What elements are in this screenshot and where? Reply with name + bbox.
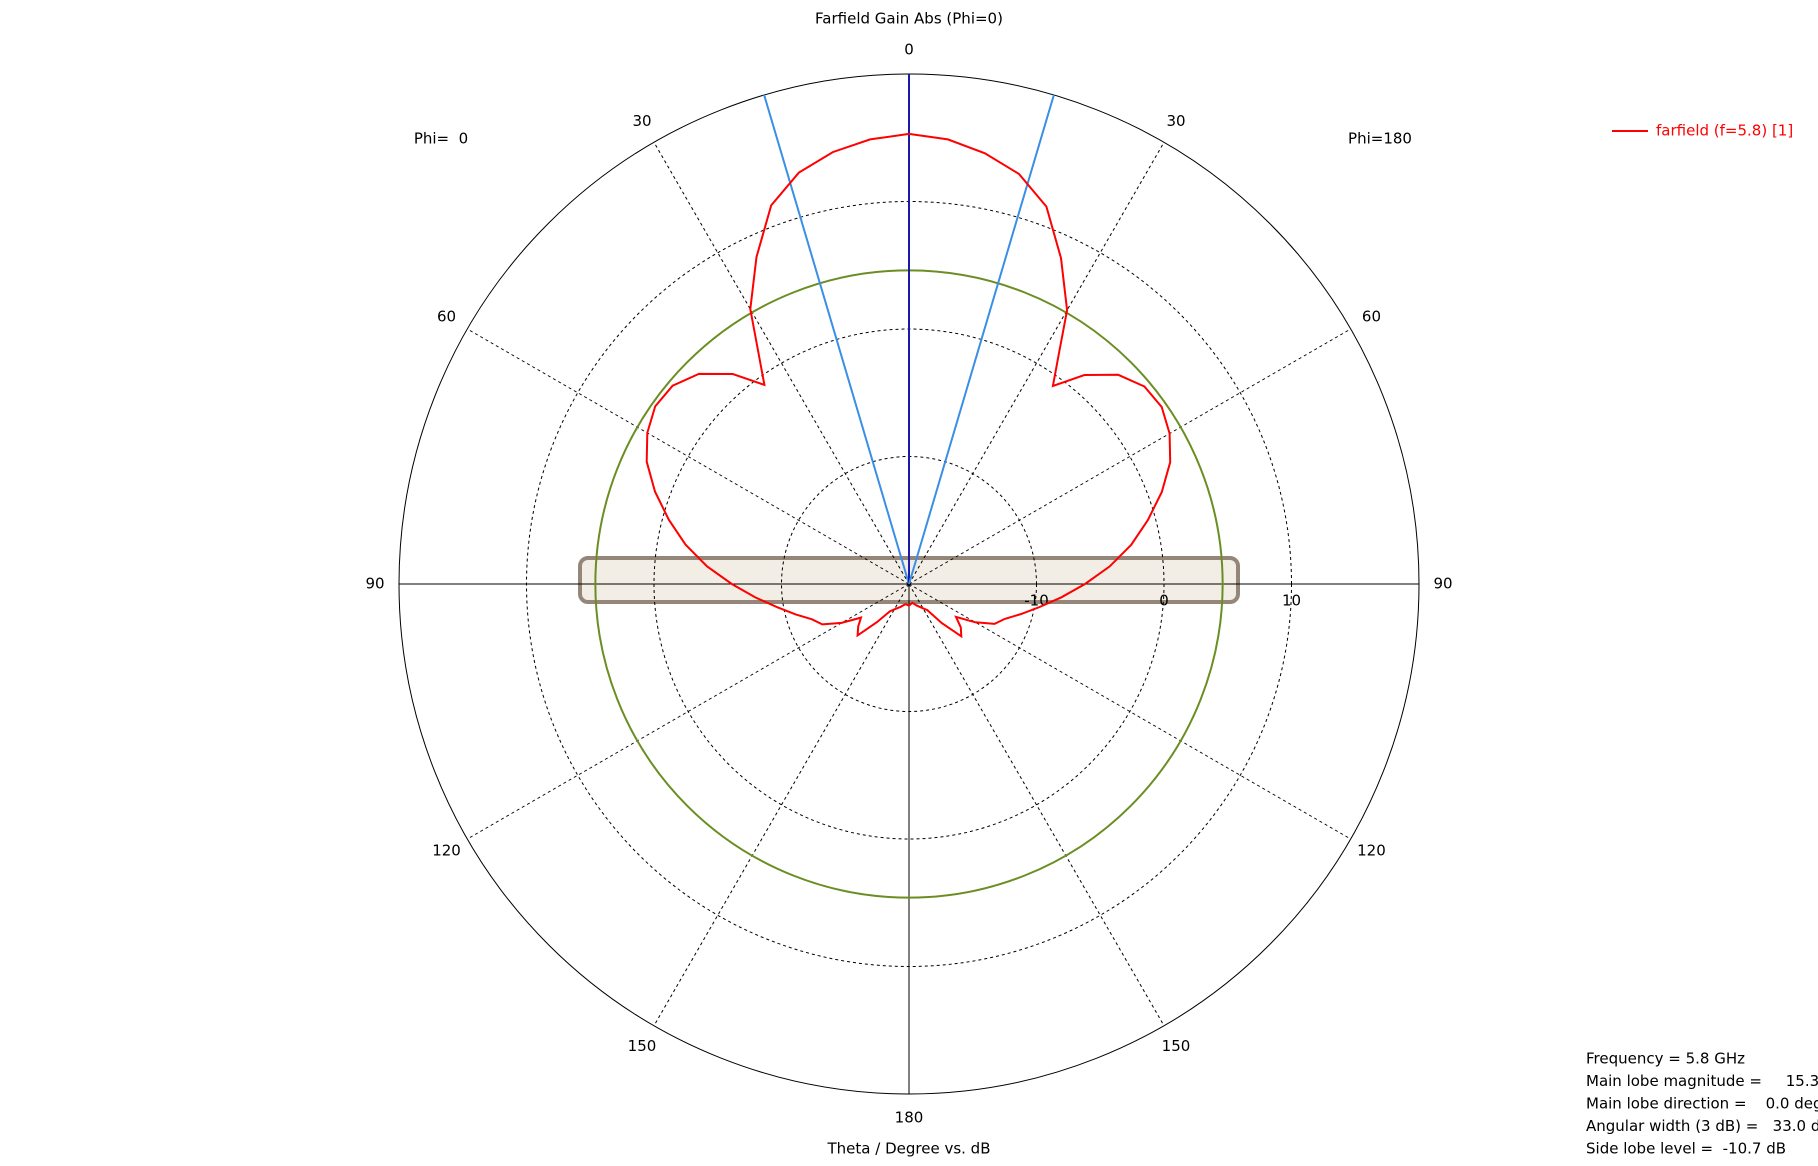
phi-right-label: Phi=180 <box>1348 130 1412 148</box>
angle-grid-line <box>467 583 910 840</box>
angle-grid-line <box>908 328 1351 585</box>
angle-tick-label: 0 <box>904 41 914 59</box>
angle-tick-label: 60 <box>437 308 456 326</box>
angle-tick-label: 150 <box>1162 1037 1191 1055</box>
angle-tick-label: 120 <box>1357 842 1386 860</box>
angle-tick-label: 180 <box>895 1109 924 1127</box>
angle-tick-label: 90 <box>1433 575 1452 593</box>
beam-line <box>763 94 910 585</box>
farfield-curve <box>645 132 1172 639</box>
angle-grid-line <box>908 583 1165 1026</box>
r-tick-label: -10 <box>1024 592 1049 610</box>
angle-grid-line <box>653 142 910 585</box>
x-axis-label: Theta / Degree vs. dB <box>827 1140 991 1158</box>
info-line: Frequency = 5.8 GHz <box>1586 1050 1745 1068</box>
angle-tick-label: 120 <box>432 842 461 860</box>
info-line: Side lobe level = -10.7 dB <box>1586 1140 1786 1158</box>
r-tick-label: 0 <box>1159 592 1169 610</box>
chart-title: Farfield Gain Abs (Phi=0) <box>815 10 1003 28</box>
angle-tick-label: 30 <box>1166 112 1185 130</box>
angle-tick-label: 30 <box>632 112 651 130</box>
angle-tick-label: 90 <box>365 575 384 593</box>
info-line: Main lobe direction = 0.0 deg. <box>1586 1095 1818 1113</box>
angle-grid-line <box>908 142 1165 585</box>
angle-grid-line <box>653 583 910 1026</box>
angle-grid-line <box>467 328 910 585</box>
r-tick-label: 10 <box>1282 592 1301 610</box>
phi-left-label: Phi= 0 <box>414 130 468 148</box>
beam-line <box>908 94 1055 585</box>
info-line: Angular width (3 dB) = 33.0 deg. <box>1586 1117 1818 1135</box>
info-line: Main lobe magnitude = 15.3 dB <box>1586 1072 1818 1090</box>
angle-tick-label: 150 <box>628 1037 657 1055</box>
legend-label: farfield (f=5.8) [1] <box>1656 122 1793 140</box>
angle-grid-line <box>908 583 1351 840</box>
angle-tick-label: 60 <box>1362 308 1381 326</box>
